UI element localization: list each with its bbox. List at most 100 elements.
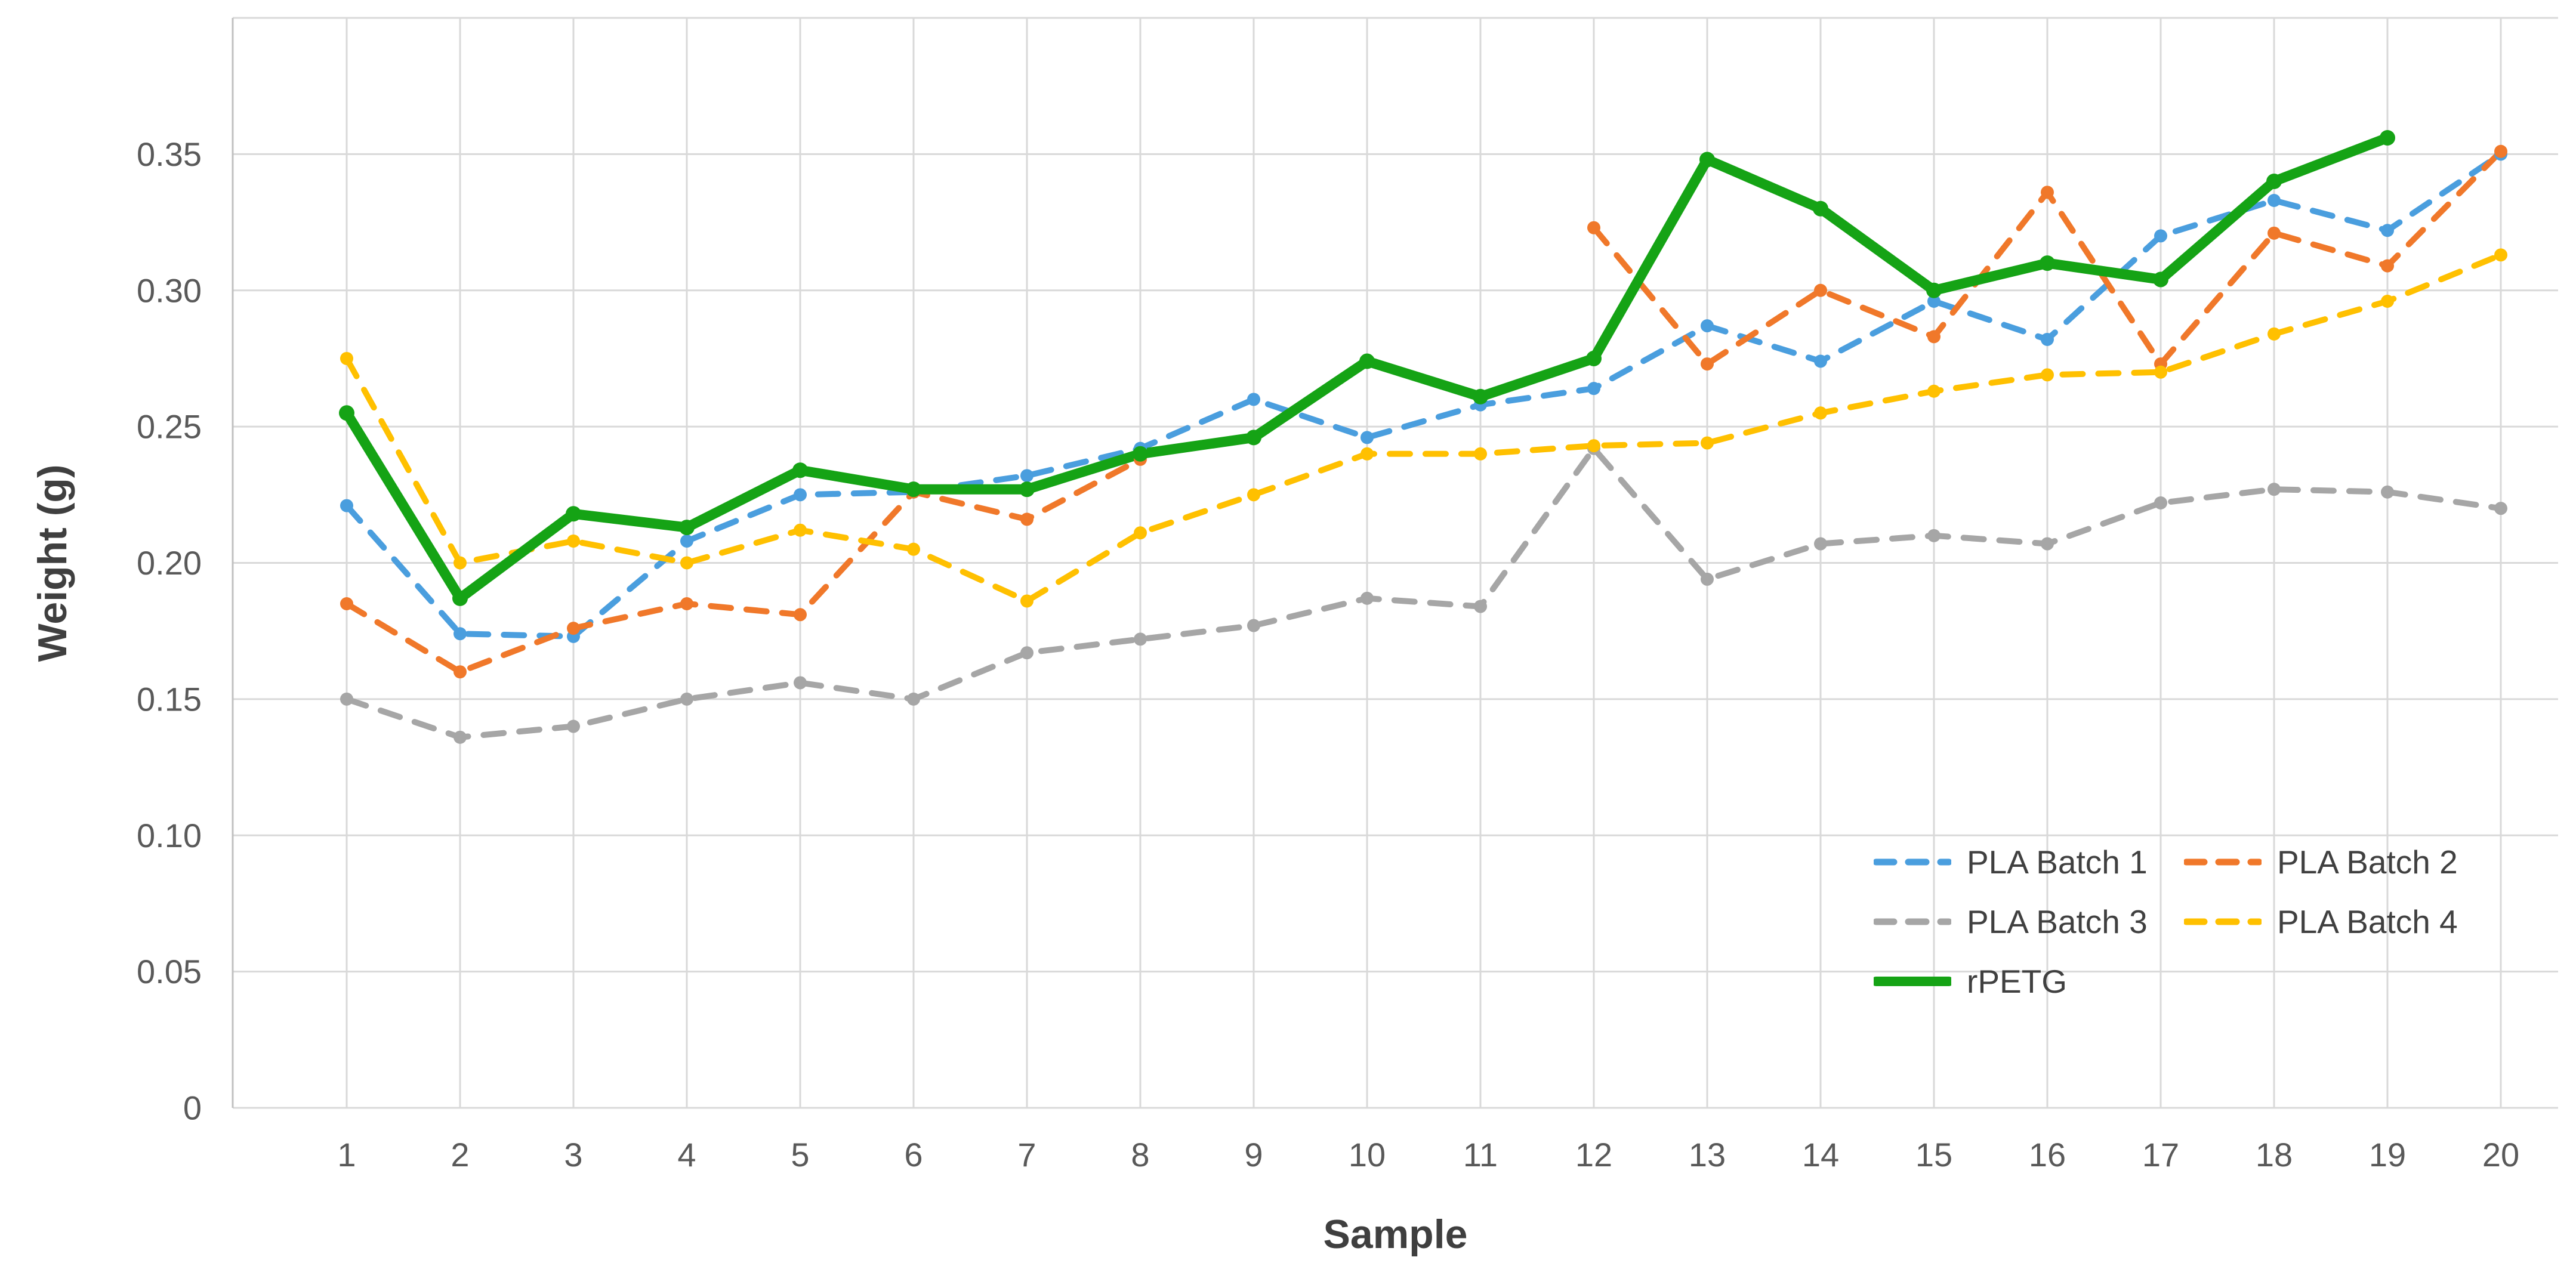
series-marker-pla-batch-4: [1927, 384, 1941, 398]
series-marker-pla-batch-2: [2041, 186, 2054, 199]
x-tick-label: 4: [677, 1136, 696, 1173]
series-marker-rpetg: [452, 590, 468, 606]
x-tick-label: 8: [1131, 1136, 1149, 1173]
series-marker-rpetg: [906, 481, 921, 498]
series-marker-pla-batch-2: [1927, 330, 1941, 344]
series-marker-rpetg: [1359, 353, 1375, 369]
series-marker-pla-batch-1: [1020, 469, 1034, 483]
legend-swatch-pla-batch-2: [2184, 858, 2262, 866]
series-marker-pla-batch-2: [1701, 357, 1714, 371]
x-tick-label: 7: [1017, 1136, 1036, 1173]
legend-item-pla-batch-3: PLA Batch 3: [1874, 903, 2184, 941]
series-marker-rpetg: [2153, 271, 2168, 288]
x-tick-label: 10: [1349, 1136, 1386, 1173]
series-marker-pla-batch-4: [340, 351, 353, 365]
series-marker-pla-batch-2: [2268, 226, 2281, 240]
series-marker-rpetg: [339, 405, 354, 421]
series-marker-pla-batch-4: [2381, 295, 2394, 308]
series-marker-rpetg: [2040, 255, 2055, 271]
legend-label-pla-batch-3: PLA Batch 3: [1967, 903, 2148, 940]
series-marker-rpetg: [566, 506, 581, 522]
x-tick-label: 19: [2369, 1136, 2406, 1173]
series-marker-pla-batch-1: [2154, 229, 2167, 243]
y-tick-label: 0.15: [137, 680, 202, 718]
series-marker-pla-batch-2: [680, 597, 693, 611]
series-marker-pla-batch-3: [907, 692, 920, 706]
series-marker-pla-batch-3: [1927, 529, 1941, 542]
series-marker-pla-batch-4: [1247, 488, 1260, 502]
y-tick-label: 0.10: [137, 817, 202, 854]
series-marker-pla-batch-3: [1020, 646, 1034, 660]
series-marker-pla-batch-4: [1587, 439, 1600, 453]
series-marker-pla-batch-3: [1247, 619, 1260, 632]
series-marker-rpetg: [1699, 152, 1715, 168]
series-marker-pla-batch-4: [2494, 248, 2507, 262]
series-marker-pla-batch-3: [2268, 483, 2281, 496]
series-marker-rpetg: [1473, 388, 1488, 404]
series-marker-pla-batch-4: [1701, 436, 1714, 450]
x-tick-label: 2: [451, 1136, 469, 1173]
series-marker-rpetg: [1926, 282, 1942, 298]
series-marker-pla-batch-4: [1134, 526, 1147, 540]
x-tick-label: 14: [1802, 1136, 1839, 1173]
series-marker-pla-batch-3: [1814, 537, 1827, 551]
series-marker-pla-batch-3: [2494, 502, 2507, 515]
legend-swatch-rpetg: [1874, 977, 1951, 986]
series-marker-rpetg: [1246, 430, 1261, 446]
series-line-pla-batch-1: [344, 151, 2504, 640]
legend-item-pla-batch-1: PLA Batch 1: [1874, 843, 2184, 881]
series-marker-pla-batch-1: [2041, 332, 2054, 346]
series-marker-pla-batch-3: [1701, 572, 1714, 586]
legend-label-rpetg: rPETG: [1967, 963, 2068, 1000]
x-tick-label: 15: [1915, 1136, 1952, 1173]
series-marker-rpetg: [1586, 350, 1602, 366]
series-marker-pla-batch-4: [794, 523, 807, 537]
x-tick-label: 18: [2256, 1136, 2293, 1173]
series-marker-pla-batch-1: [2268, 194, 2281, 208]
x-tick-label: 3: [564, 1136, 582, 1173]
legend-label-pla-batch-1: PLA Batch 1: [1967, 844, 2148, 881]
series-marker-rpetg: [2266, 174, 2282, 190]
series-marker-pla-batch-1: [1247, 393, 1260, 406]
x-tick-label: 12: [1575, 1136, 1612, 1173]
series-marker-rpetg: [1813, 200, 1828, 217]
series-marker-pla-batch-1: [794, 488, 807, 502]
series-marker-pla-batch-3: [567, 719, 580, 733]
y-tick-label: 0.20: [137, 544, 202, 582]
series-marker-pla-batch-1: [340, 499, 353, 512]
series-marker-pla-batch-4: [1474, 447, 1487, 461]
x-tick-label: 11: [1463, 1136, 1498, 1173]
series-marker-pla-batch-1: [2381, 224, 2394, 237]
series-marker-pla-batch-2: [340, 597, 353, 611]
series-marker-pla-batch-4: [1814, 406, 1827, 420]
x-tick-label: 17: [2142, 1136, 2179, 1173]
legend: PLA Batch 1 PLA Batch 2 PLA Batch 3 PLA Bat…: [1874, 832, 2494, 1011]
y-tick-label: 0.30: [137, 271, 202, 309]
legend-swatch-pla-batch-4: [2184, 918, 2262, 925]
series-marker-pla-batch-1: [1361, 431, 1374, 444]
series-marker-pla-batch-3: [454, 730, 467, 744]
legend-swatch-pla-batch-1: [1874, 858, 1951, 866]
legend-item-pla-batch-4: PLA Batch 4: [2184, 903, 2494, 941]
legend-item-rpetg: rPETG: [1874, 962, 2184, 1000]
series-marker-rpetg: [1019, 481, 1035, 498]
series-marker-pla-batch-3: [1361, 591, 1374, 605]
series-marker-pla-batch-3: [2381, 485, 2394, 499]
x-tick-label: 6: [904, 1136, 923, 1173]
x-tick-label: 13: [1689, 1136, 1726, 1173]
y-tick-label: 0.25: [137, 408, 202, 446]
x-tick-label: 9: [1244, 1136, 1263, 1173]
series-marker-pla-batch-4: [454, 556, 467, 570]
series-marker-rpetg: [679, 520, 695, 536]
series-marker-pla-batch-4: [567, 534, 580, 548]
series-marker-pla-batch-4: [2154, 365, 2167, 379]
series-marker-pla-batch-2: [2494, 144, 2507, 158]
legend-item-pla-batch-2: PLA Batch 2: [2184, 843, 2494, 881]
series-marker-pla-batch-3: [1474, 600, 1487, 613]
series-marker-pla-batch-2: [794, 608, 807, 622]
series-marker-pla-batch-2: [454, 665, 467, 679]
series-marker-pla-batch-1: [1701, 319, 1714, 333]
series-marker-pla-batch-3: [2154, 496, 2167, 510]
